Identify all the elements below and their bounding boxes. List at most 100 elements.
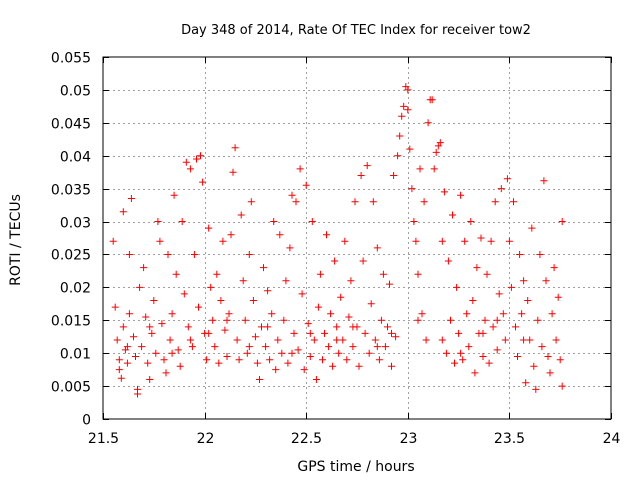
data-point — [408, 185, 416, 193]
data-point — [540, 177, 548, 185]
data-point — [398, 112, 406, 120]
data-point — [471, 369, 479, 377]
data-point — [369, 198, 377, 206]
data-point — [451, 359, 458, 367]
data-point — [388, 329, 395, 337]
data-point — [392, 333, 400, 341]
data-point — [162, 369, 170, 377]
data-point — [473, 264, 481, 272]
data-point — [546, 369, 554, 377]
data-point — [497, 185, 505, 193]
data-point — [233, 336, 241, 344]
data-point — [345, 313, 353, 321]
data-point — [430, 165, 438, 173]
data-point — [115, 356, 123, 364]
data-point — [144, 359, 152, 367]
data-point — [174, 346, 182, 354]
y-tick-label: 0 — [82, 413, 91, 429]
data-point — [280, 316, 288, 324]
data-point — [156, 237, 164, 245]
data-point — [493, 316, 501, 324]
data-point — [361, 329, 369, 337]
data-point — [424, 119, 432, 127]
data-point — [310, 336, 318, 344]
data-point — [457, 349, 465, 357]
data-point — [400, 102, 408, 110]
data-point — [414, 316, 422, 324]
data-point — [351, 198, 359, 206]
data-point — [329, 362, 337, 370]
y-tick-label: 0.02 — [60, 281, 91, 297]
data-point — [136, 283, 144, 291]
data-point — [483, 270, 491, 278]
data-point — [463, 310, 471, 318]
data-point — [442, 349, 450, 357]
data-point — [243, 349, 251, 357]
data-point — [115, 366, 123, 374]
data-point — [264, 323, 272, 331]
data-point — [288, 349, 296, 357]
data-point — [481, 316, 489, 324]
data-point — [520, 336, 528, 344]
data-point — [249, 297, 257, 304]
data-point — [211, 343, 219, 351]
data-point — [396, 132, 404, 140]
data-point — [272, 366, 280, 374]
data-point — [495, 290, 503, 298]
data-point — [432, 148, 440, 156]
data-point — [245, 343, 253, 351]
x-tick-label: 23 — [400, 431, 418, 447]
data-point — [373, 244, 381, 252]
data-point — [207, 283, 215, 291]
data-point — [371, 336, 379, 344]
x-axis-label: GPS time / hours — [297, 459, 414, 475]
data-point — [284, 359, 292, 367]
data-point — [278, 349, 286, 357]
data-point — [467, 218, 475, 225]
data-point — [125, 251, 133, 258]
data-point — [239, 277, 247, 285]
data-point — [316, 270, 324, 278]
data-point — [264, 287, 272, 295]
data-point — [394, 152, 402, 160]
data-point — [524, 297, 532, 304]
data-point — [453, 283, 461, 291]
data-point — [314, 303, 322, 311]
data-point — [510, 198, 517, 206]
data-point — [512, 323, 519, 331]
data-point — [455, 329, 463, 337]
data-point — [127, 195, 135, 202]
data-point — [347, 277, 355, 285]
y-axis-label: ROTI / TECUs — [8, 194, 24, 286]
data-point — [447, 316, 454, 324]
data-point — [134, 390, 141, 398]
data-point — [337, 293, 345, 301]
data-point — [306, 353, 314, 360]
data-point — [499, 310, 507, 318]
data-point — [170, 191, 178, 199]
plot-frame — [102, 56, 612, 420]
data-point — [428, 96, 436, 104]
data-point — [386, 280, 393, 288]
data-point — [256, 376, 263, 383]
data-point — [148, 329, 156, 337]
data-point — [487, 237, 495, 245]
data-point — [331, 257, 339, 265]
data-point — [438, 336, 446, 344]
data-point — [449, 211, 456, 219]
data-point — [377, 316, 385, 324]
data-point — [530, 362, 538, 370]
data-point — [184, 323, 192, 331]
data-point — [518, 310, 526, 318]
y-tick-label: 0.015 — [51, 314, 91, 330]
data-point — [227, 231, 235, 239]
data-point — [306, 329, 314, 337]
data-point — [215, 359, 223, 367]
data-point — [375, 356, 383, 364]
data-point — [526, 336, 534, 344]
data-point — [109, 237, 117, 245]
data-point — [168, 310, 176, 318]
data-point — [282, 277, 290, 285]
